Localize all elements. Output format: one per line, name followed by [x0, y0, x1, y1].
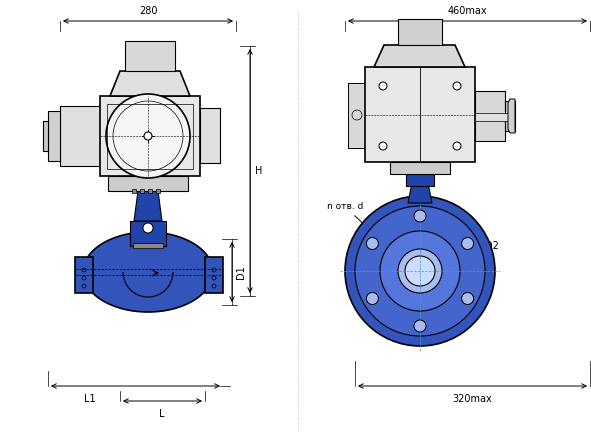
- Bar: [130, 221, 166, 246]
- Bar: [125, 41, 175, 71]
- Circle shape: [462, 238, 473, 250]
- Bar: [140, 189, 144, 193]
- Circle shape: [453, 82, 461, 90]
- Circle shape: [366, 292, 378, 304]
- Bar: [390, 162, 450, 174]
- Circle shape: [462, 292, 473, 304]
- Bar: [475, 113, 510, 121]
- Circle shape: [405, 256, 435, 286]
- Ellipse shape: [83, 232, 213, 312]
- Bar: [100, 96, 200, 176]
- Text: n отв. d: n отв. d: [327, 202, 387, 247]
- Circle shape: [355, 206, 485, 336]
- Bar: [48, 111, 60, 161]
- Circle shape: [380, 231, 460, 311]
- Circle shape: [106, 94, 190, 178]
- Bar: [148, 189, 152, 193]
- Text: D1: D1: [236, 265, 246, 279]
- Text: 320max: 320max: [452, 394, 492, 404]
- Circle shape: [379, 142, 387, 150]
- Bar: [348, 83, 365, 148]
- Bar: [365, 67, 475, 162]
- Bar: [132, 189, 136, 193]
- Circle shape: [143, 223, 153, 233]
- Circle shape: [414, 210, 426, 222]
- Text: H: H: [255, 166, 262, 176]
- Bar: [43, 121, 48, 151]
- Bar: [475, 91, 505, 141]
- Circle shape: [144, 132, 152, 140]
- Text: 280: 280: [139, 6, 157, 16]
- Bar: [200, 108, 220, 163]
- Bar: [406, 174, 434, 186]
- Circle shape: [345, 196, 495, 346]
- Polygon shape: [110, 71, 190, 96]
- Bar: [505, 101, 515, 131]
- Circle shape: [453, 142, 461, 150]
- Bar: [133, 243, 163, 248]
- Text: L: L: [159, 409, 165, 419]
- Text: L1: L1: [84, 394, 96, 404]
- Polygon shape: [408, 183, 432, 203]
- Circle shape: [366, 238, 378, 250]
- Circle shape: [414, 320, 426, 332]
- Text: D2: D2: [454, 241, 499, 288]
- Bar: [107, 104, 193, 169]
- Circle shape: [379, 82, 387, 90]
- Polygon shape: [134, 191, 162, 221]
- Text: 460max: 460max: [447, 6, 487, 16]
- Bar: [108, 176, 188, 191]
- Polygon shape: [508, 99, 515, 133]
- Bar: [398, 19, 442, 45]
- Bar: [60, 106, 100, 166]
- Polygon shape: [374, 45, 465, 67]
- Bar: [156, 189, 160, 193]
- Circle shape: [398, 249, 442, 293]
- Bar: [205, 257, 223, 293]
- Bar: [75, 257, 93, 293]
